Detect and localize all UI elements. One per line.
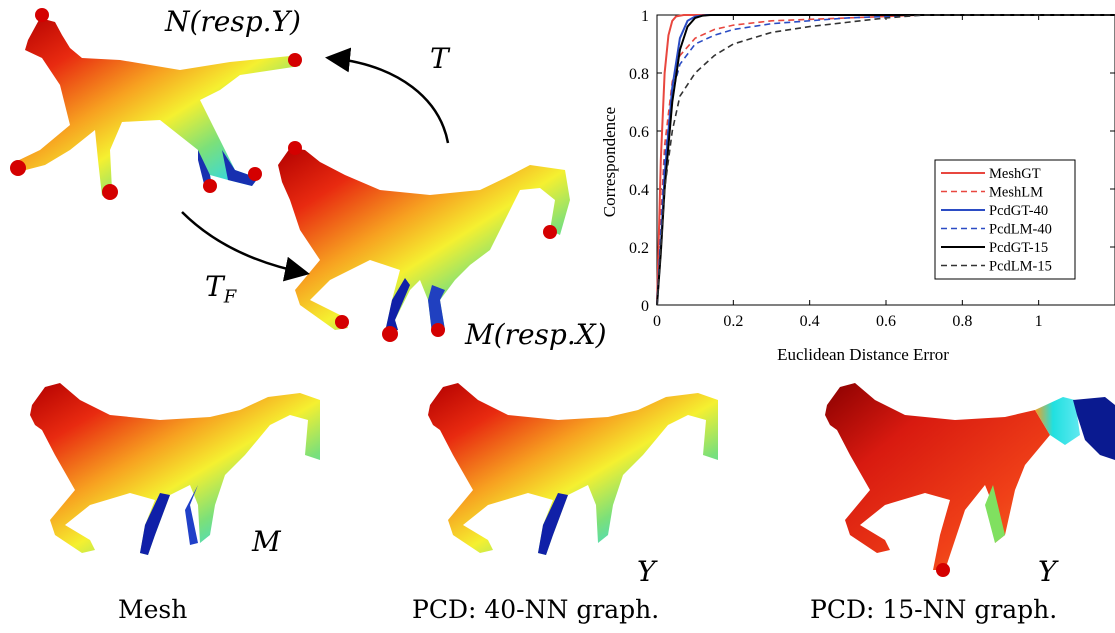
- y-tick-label: 0.6: [629, 124, 649, 141]
- series-line-pcdlm-15: [656, 14, 1115, 306]
- legend-label: PcdGT-40: [989, 203, 1048, 219]
- label-m-resp-x: M(resp.X): [465, 318, 607, 351]
- y-tick-label: 0.2: [629, 240, 649, 257]
- label-t-f-main: T: [205, 270, 224, 303]
- horse-m-top: [278, 141, 570, 342]
- x-tick-label: 0.4: [800, 313, 820, 330]
- legend-label: PcdLM-40: [989, 222, 1052, 238]
- label-t-f: TF: [205, 270, 236, 308]
- caption-pcd40: PCD: 40-NN graph.: [412, 595, 660, 624]
- legend-box: [934, 159, 1076, 280]
- label-y-15: Y: [1038, 555, 1057, 588]
- label-m: M: [252, 525, 281, 558]
- y-tick-label: 0.4: [629, 182, 649, 199]
- arrow-t: [325, 47, 450, 144]
- label-n-resp-y: N(resp.Y): [165, 5, 301, 38]
- series-line-pcdlm-40: [656, 14, 1115, 306]
- horse-pcd15: [825, 383, 1115, 577]
- legend-label: MeshLM: [989, 185, 1043, 201]
- correspondence-chart: 0 0.2 0.4 0.6 0.8 1 0 0.2 0.4 0.6 0.8 1 MeshGT MeshL…: [600, 8, 1115, 364]
- y-tick-label: 1: [641, 8, 649, 25]
- chart-ticks: 0 0.2 0.4 0.6 0.8 1 0 0.2 0.4 0.6 0.8 1: [629, 8, 1115, 330]
- series-line-meshlm: [656, 14, 1115, 306]
- horse-mesh: [30, 383, 320, 555]
- x-tick-label: 0.6: [876, 313, 896, 330]
- x-tick-label: 0.8: [952, 313, 972, 330]
- x-tick-label: 0: [653, 313, 661, 330]
- caption-pcd15: PCD: 15-NN graph.: [810, 595, 1058, 624]
- chart-series: [656, 14, 1115, 306]
- horse-n: [10, 8, 302, 200]
- y-tick-label: 0: [641, 298, 649, 315]
- series-line-meshgt: [656, 14, 1115, 306]
- legend-label: MeshGT: [989, 166, 1041, 182]
- x-tick-label: 0.2: [723, 313, 743, 330]
- horse-pcd40: [428, 383, 718, 555]
- x-axis-label: Euclidean Distance Error: [777, 345, 949, 364]
- y-axis-label: Correspondence: [600, 107, 619, 217]
- legend-label: PcdGT-15: [989, 240, 1048, 256]
- label-t: T: [430, 42, 449, 75]
- x-tick-label: 1: [1035, 313, 1043, 330]
- legend-label: PcdLM-15: [989, 259, 1052, 275]
- label-y-40: Y: [637, 555, 656, 588]
- chart-legend: MeshGT MeshLM PcdGT-40 PcdLM-40 PcdGT-15 PcdL…: [934, 159, 1076, 280]
- caption-mesh: Mesh: [118, 595, 188, 624]
- arrow-tf: [181, 211, 310, 282]
- y-tick-label: 0.8: [629, 66, 649, 83]
- label-t-f-sub: F: [223, 286, 237, 308]
